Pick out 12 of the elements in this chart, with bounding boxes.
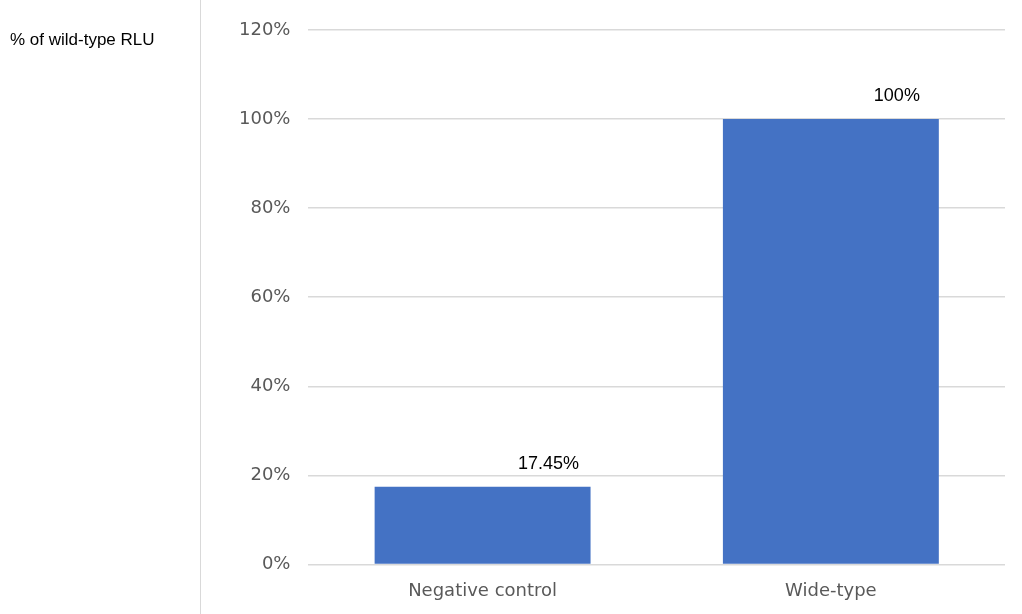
- y-tick-label: 20%: [250, 463, 291, 485]
- y-tick-label: 60%: [250, 284, 291, 306]
- y-tick-label: 120%: [238, 17, 291, 39]
- y-tick-label: 100%: [238, 106, 291, 128]
- x-tick-label: Wide-type: [785, 578, 877, 600]
- y-tick-label: 40%: [250, 373, 291, 395]
- x-tick-label: Negative control: [408, 578, 558, 600]
- y-tick-label: 0%: [261, 552, 291, 574]
- y-axis-title: % of wild-type RLU: [10, 30, 155, 50]
- y-tick-label: 80%: [250, 195, 291, 217]
- data-label: 100%: [873, 85, 920, 106]
- data-label: 17.45%: [518, 452, 580, 473]
